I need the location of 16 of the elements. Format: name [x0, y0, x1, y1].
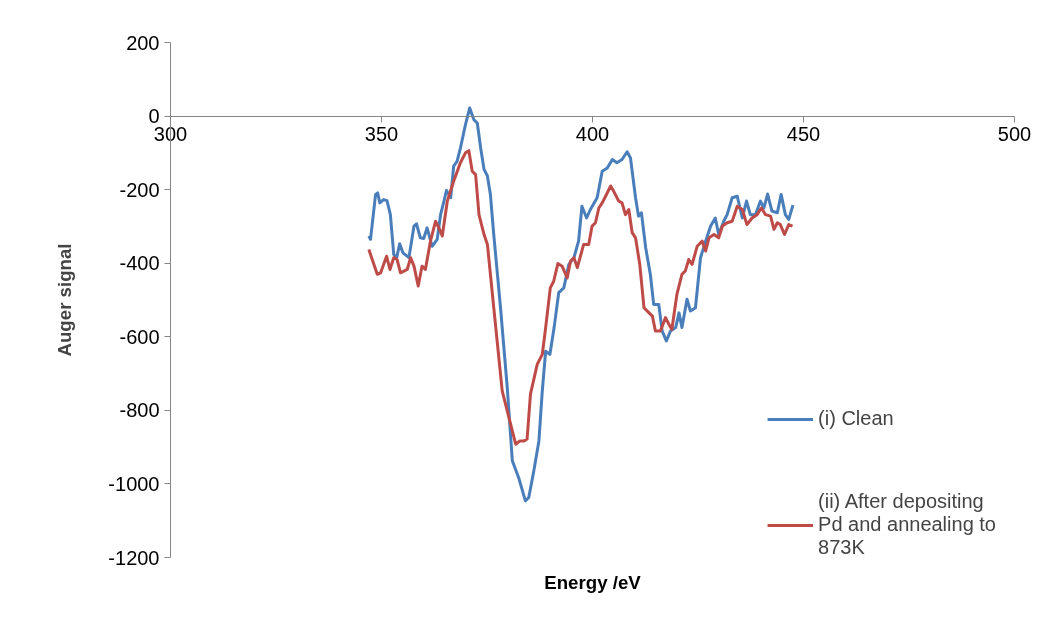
y-tick-label: -1200 [108, 546, 160, 569]
y-tick-label: -1000 [108, 472, 160, 495]
x-tick-label: 350 [364, 123, 399, 146]
x-axis-title: Energy /eV [544, 571, 642, 593]
legend-label: (i) Clean [818, 407, 894, 430]
y-tick-label: -400 [119, 252, 160, 275]
x-tick-label: 500 [997, 123, 1032, 146]
line-series [367, 149, 795, 446]
y-tick-label: -200 [119, 178, 160, 201]
y-tick-label: -600 [119, 325, 160, 348]
y-tick-label: -800 [119, 399, 160, 422]
x-tick-label: 450 [786, 123, 821, 146]
y-axis-title: Auger signal [54, 243, 76, 357]
legend-label: (ii) After depositing Pd and annealing to 873K [818, 490, 996, 559]
y-tick-label: 200 [126, 31, 160, 54]
x-tick-label: 400 [575, 123, 610, 146]
